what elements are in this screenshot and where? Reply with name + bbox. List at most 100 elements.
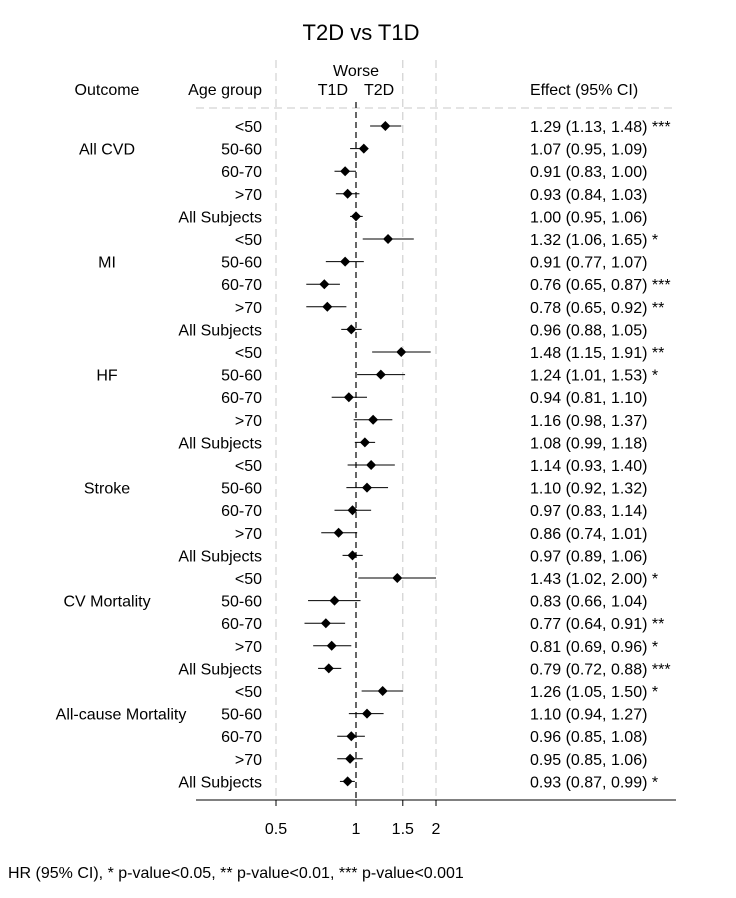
age-group-label: All Subjects	[178, 209, 262, 226]
effect-label: 1.26 (1.05, 1.50) *	[530, 684, 658, 701]
point-estimate-marker	[375, 369, 386, 380]
age-group-label: 50-60	[221, 707, 262, 724]
point-estimate-marker	[347, 505, 358, 516]
age-group-label: 60-70	[221, 729, 262, 746]
age-group-label: >70	[235, 300, 262, 317]
point-estimate-marker	[329, 595, 340, 606]
effect-label: 1.10 (0.92, 1.32)	[530, 481, 647, 498]
age-group-label: <50	[235, 232, 262, 249]
point-estimate-marker	[340, 166, 351, 177]
age-group-label: 60-70	[221, 503, 262, 520]
effect-label: 0.97 (0.89, 1.06)	[530, 548, 647, 565]
point-estimate-marker	[366, 460, 377, 470]
effect-label: 1.00 (0.95, 1.06)	[530, 209, 647, 226]
chart-title: T2D vs T1D	[303, 20, 420, 45]
point-estimate-marker	[322, 301, 333, 312]
header-t2d: T2D	[364, 82, 394, 99]
point-estimate-marker	[319, 279, 330, 290]
point-estimate-marker	[326, 640, 337, 651]
effect-label: 0.81 (0.69, 0.96) *	[530, 639, 658, 656]
effect-label: 1.10 (0.94, 1.27)	[530, 707, 647, 724]
age-group-label: <50	[235, 458, 262, 475]
point-estimate-marker	[342, 776, 353, 787]
header-t1d: T1D	[318, 82, 348, 99]
x-tick-label: 1	[352, 821, 361, 838]
header-effect: Effect (95% CI)	[530, 82, 638, 99]
age-group-label: 60-70	[221, 277, 262, 294]
point-estimate-marker	[346, 324, 357, 335]
point-estimate-marker	[342, 188, 353, 199]
age-group-label: <50	[235, 684, 262, 701]
effect-label: 0.83 (0.66, 1.04)	[530, 594, 647, 611]
effect-label: 0.91 (0.83, 1.00)	[530, 164, 647, 181]
age-group-label: 60-70	[221, 390, 262, 407]
age-group-label: All Subjects	[178, 548, 262, 565]
point-estimate-marker	[343, 392, 354, 403]
age-group-label: >70	[235, 413, 262, 430]
point-estimate-marker	[345, 753, 356, 764]
header-worse: Worse	[333, 63, 379, 80]
age-group-label: 50-60	[221, 255, 262, 272]
header-age-group: Age group	[188, 82, 262, 99]
row-labels: <50 1.29 (1.13, 1.48) *** 50-60 1.07 (0.95,…	[56, 119, 671, 791]
effect-label: 1.24 (1.01, 1.53) *	[530, 368, 658, 385]
x-tick-label: 0.5	[265, 821, 287, 838]
effect-label: 0.93 (0.84, 1.03)	[530, 187, 647, 204]
effect-label: 1.08 (0.99, 1.18)	[530, 435, 647, 452]
effect-label: 0.94 (0.81, 1.10)	[530, 390, 647, 407]
effect-label: 0.78 (0.65, 0.92) **	[530, 300, 664, 317]
point-estimate-marker	[377, 686, 388, 696]
outcome-label: HF	[96, 367, 118, 384]
effect-label: 1.29 (1.13, 1.48) ***	[530, 119, 671, 136]
point-estimate-marker	[347, 550, 358, 561]
effect-label: 0.86 (0.74, 1.01)	[530, 526, 647, 543]
point-estimate-marker	[340, 256, 351, 267]
age-group-label: >70	[235, 639, 262, 656]
effect-label: 1.14 (0.93, 1.40)	[530, 458, 647, 475]
point-estimate-marker	[351, 211, 361, 222]
point-estimate-marker	[368, 414, 379, 425]
age-group-label: 50-60	[221, 594, 262, 611]
effect-label: 1.48 (1.15, 1.91) **	[530, 345, 664, 362]
age-group-label: 60-70	[221, 616, 262, 633]
point-estimate-marker	[320, 618, 331, 629]
point-estimate-marker	[362, 482, 373, 493]
effect-label: 0.79 (0.72, 0.88) ***	[530, 661, 671, 678]
effect-label: 0.77 (0.64, 0.91) **	[530, 616, 664, 633]
outcome-label: All-cause Mortality	[56, 706, 187, 723]
age-group-label: All Subjects	[178, 774, 262, 791]
outcome-label: All CVD	[79, 141, 135, 158]
effect-label: 1.07 (0.95, 1.09)	[530, 142, 647, 159]
age-group-label: All Subjects	[178, 661, 262, 678]
point-estimate-marker	[362, 708, 373, 719]
effect-label: 0.91 (0.77, 1.07)	[530, 255, 647, 272]
effect-label: 0.95 (0.85, 1.06)	[530, 752, 647, 769]
point-estimate-marker	[333, 527, 344, 538]
age-group-label: >70	[235, 526, 262, 543]
outcome-label: Stroke	[84, 480, 130, 497]
point-estimate-marker	[358, 143, 369, 154]
x-tick-label: 2	[432, 821, 441, 838]
point-estimate-marker	[383, 234, 394, 244]
age-group-label: All Subjects	[178, 322, 262, 339]
age-group-label: <50	[235, 119, 262, 136]
effect-label: 0.96 (0.88, 1.05)	[530, 322, 647, 339]
age-group-label: 60-70	[221, 164, 262, 181]
point-estimate-marker	[392, 573, 403, 583]
header-outcome: Outcome	[75, 82, 140, 99]
effect-label: 1.32 (1.06, 1.65) *	[530, 232, 658, 249]
age-group-label: 50-60	[221, 481, 262, 498]
outcome-label: MI	[98, 254, 116, 271]
point-estimate-marker	[323, 663, 334, 674]
age-group-label: 50-60	[221, 368, 262, 385]
age-group-label: <50	[235, 571, 262, 588]
point-estimate-marker	[346, 731, 357, 742]
outcome-label: CV Mortality	[63, 593, 150, 610]
age-group-label: >70	[235, 752, 262, 769]
age-group-label: 50-60	[221, 142, 262, 159]
point-estimate-marker	[396, 347, 407, 357]
effect-label: 1.16 (0.98, 1.37)	[530, 413, 647, 430]
effect-label: 0.76 (0.65, 0.87) ***	[530, 277, 671, 294]
data-marks	[304, 121, 436, 787]
